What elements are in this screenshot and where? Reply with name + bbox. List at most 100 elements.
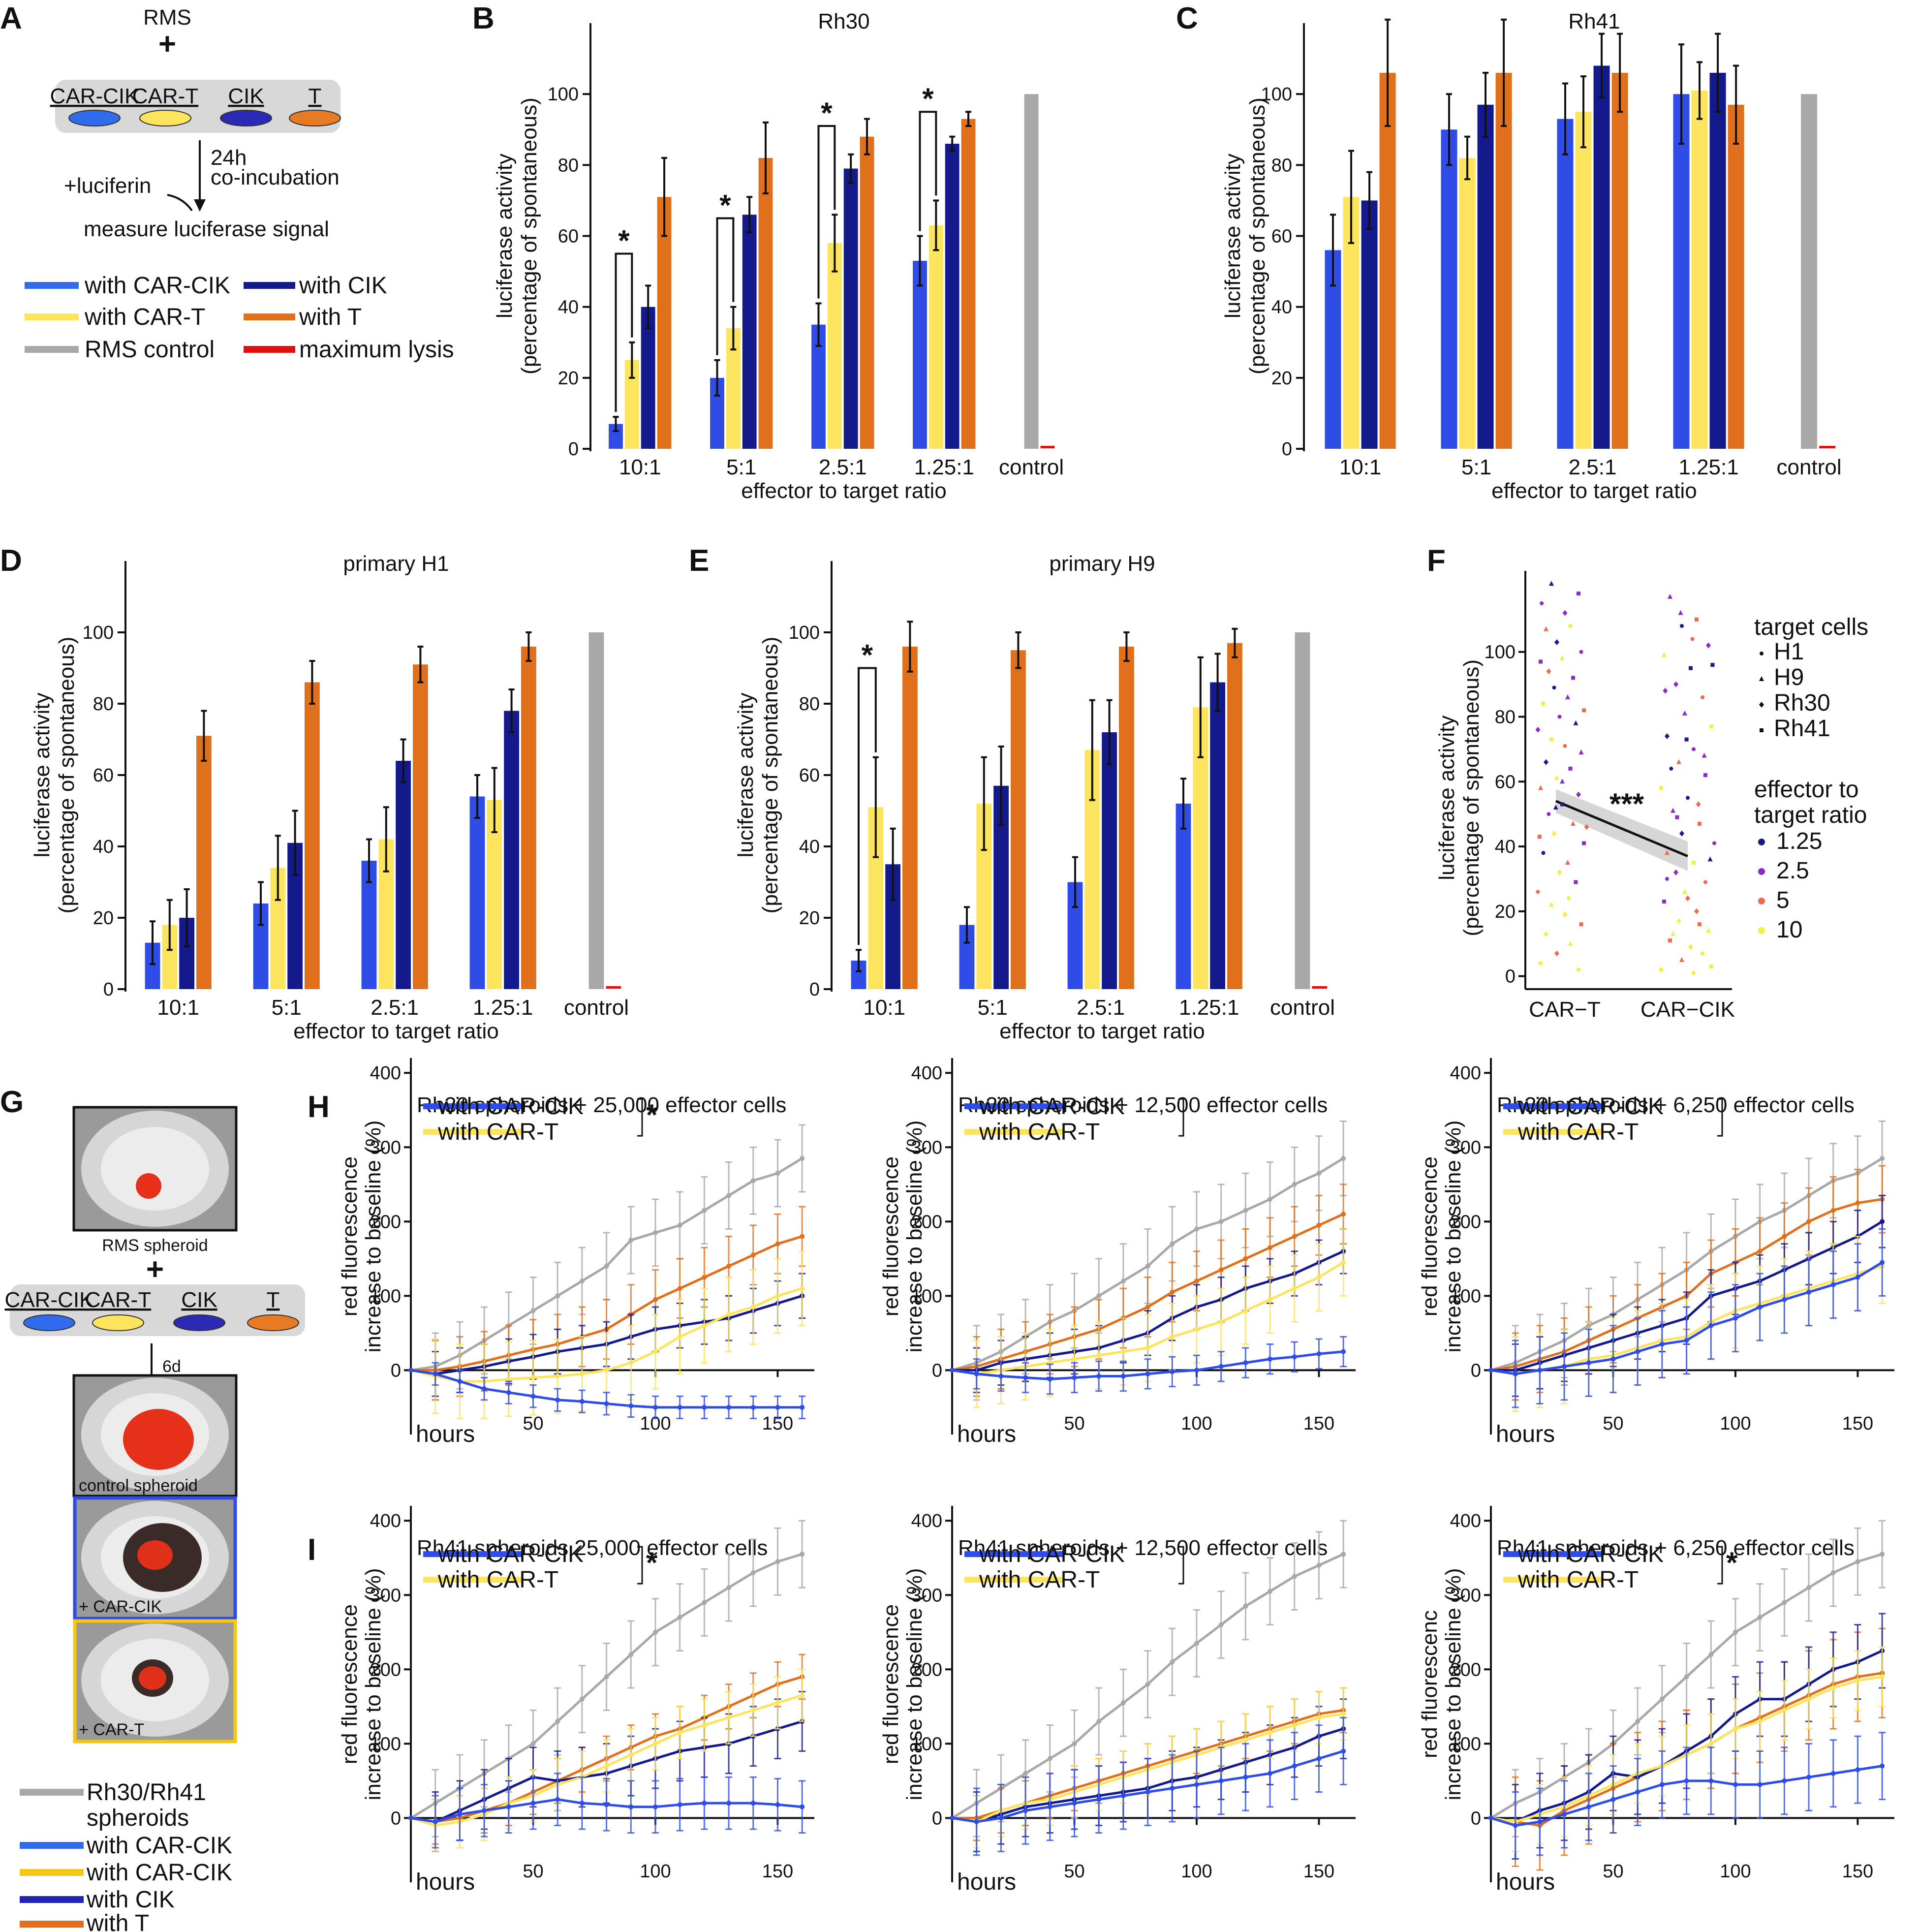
scatter-point [1671, 931, 1675, 936]
legend-max-lysis: maximum lysis [299, 337, 454, 363]
chart-title: primary H9 [1049, 552, 1155, 576]
scatter-point [1706, 642, 1711, 649]
scatter-point [1678, 610, 1683, 615]
series-point-cik [1880, 1219, 1885, 1224]
series-point-car_t [1194, 1327, 1199, 1332]
panel-a-label: A [0, 1, 22, 35]
x-axis-label: hours [957, 1421, 1016, 1447]
scatter-point [1673, 681, 1678, 687]
y-axis-label-line: red fluorescenc [1418, 1610, 1442, 1758]
series-point-control [1659, 1696, 1665, 1702]
y-tick-label: 0 [391, 1808, 401, 1829]
series-point-car_cik [800, 1404, 805, 1410]
series-point-car_t [1096, 1353, 1102, 1358]
series-point-car_cik [1194, 1368, 1199, 1373]
x-tick-label: CAR−T [1529, 997, 1600, 1022]
y-tick-label: 20 [799, 908, 820, 929]
series-point-car_t [1243, 1308, 1248, 1313]
bar-3 [1011, 650, 1026, 989]
series-point-t [1145, 1304, 1150, 1309]
legend-car-t: with CAR-T [979, 1119, 1100, 1145]
series-point-control [1218, 1219, 1224, 1224]
scatter-point [1579, 922, 1583, 927]
legend-car-cik: with CAR-CIK [979, 1541, 1125, 1567]
bar-2 [1102, 732, 1117, 989]
bar-0 [1441, 129, 1457, 449]
scatter-point [1706, 928, 1711, 933]
series-point-car_cik [530, 1801, 536, 1806]
legend-car-t: with CAR-T [1517, 1567, 1639, 1593]
scatter-point [1690, 637, 1695, 641]
series-point-car_cik [1806, 1775, 1812, 1780]
y-axis-label-line: luciferase activity [1221, 154, 1245, 318]
y-tick-label: 80 [93, 694, 114, 715]
series-point-car_t [652, 1349, 658, 1354]
spheroid-core-2 [139, 1666, 166, 1690]
scatter-point [1549, 581, 1554, 586]
series-point-control [604, 1674, 609, 1680]
series-point-car_cik [998, 1815, 1004, 1821]
x-tick-label: control [564, 996, 629, 1020]
series-point-car_t [1218, 1319, 1224, 1325]
scatter-point [1557, 715, 1562, 719]
series-point-car_cik [457, 1379, 463, 1384]
series-point-control [1047, 1756, 1052, 1761]
scatter-point [1665, 733, 1670, 740]
scatter-point [1662, 900, 1666, 904]
series-point-car_t [1170, 1334, 1175, 1340]
bar-2 [1593, 65, 1610, 449]
x-axis-label: hours [1496, 1869, 1555, 1895]
scatter-point [1568, 940, 1573, 946]
series-point-car_cik [1243, 1360, 1248, 1366]
dish-tray-g [10, 1284, 305, 1336]
series-point-car_cik [1855, 1275, 1860, 1280]
legend-ratio-3: 10 [1776, 917, 1802, 943]
series-point-car_cik [702, 1404, 707, 1410]
y-tick-label: 20 [1271, 368, 1292, 389]
series-point-car_cik [1537, 1368, 1543, 1373]
series-point-car_cik [1292, 1354, 1297, 1360]
series-point-car_cik [1757, 1304, 1763, 1309]
g-dish-label-car-t: CAR-T [85, 1288, 151, 1312]
bar-3 [1119, 647, 1134, 989]
y-tick-label: 400 [911, 1063, 942, 1084]
legend-car-t: with CAR-T [979, 1567, 1100, 1593]
y-tick-label: 60 [1271, 226, 1292, 247]
series-point-control [530, 1308, 536, 1313]
scatter-point [1759, 676, 1764, 681]
x-tick-label: 10:1 [1339, 455, 1382, 479]
series-point-t [652, 1297, 658, 1302]
series-point-control [1708, 1652, 1714, 1657]
series-point-car_cik [1120, 1793, 1126, 1799]
series-point-car_cik [506, 1804, 511, 1809]
car-cik-spheroid-label: + CAR-CIK [79, 1597, 162, 1616]
y-axis-label: red fluorescenceincrease to baseline (%) [879, 1568, 927, 1800]
significance-star: * [719, 188, 731, 221]
series-point-control [1268, 1196, 1273, 1202]
series-point-control [750, 1178, 756, 1184]
series-point-car_cik [750, 1801, 756, 1806]
series-point-t [1243, 1256, 1248, 1261]
series-point-car_t [1292, 1286, 1297, 1291]
y-tick-label: 400 [911, 1511, 942, 1531]
y-tick-label: 80 [558, 155, 579, 176]
series-point-control [628, 1652, 634, 1657]
panel-label-b: B [472, 1, 495, 35]
series-point-control [1732, 1629, 1738, 1635]
series-point-control [1316, 1562, 1322, 1568]
series-point-control [1194, 1641, 1199, 1646]
legend-significance: * [646, 1098, 658, 1131]
series-point-car_t [1880, 1674, 1885, 1680]
legend-significance: * [1726, 1546, 1738, 1579]
series-point-control [1855, 1559, 1860, 1564]
scatter-point [1671, 808, 1675, 813]
scatter-point [1577, 967, 1580, 972]
series-point-car_cik [677, 1404, 682, 1410]
g-legend-car-cik-2: with CAR-CIK [86, 1860, 232, 1886]
series-point-control [579, 1278, 585, 1284]
series-point-car_cik [408, 1815, 413, 1821]
series-point-control [702, 1208, 707, 1213]
bar-2 [742, 215, 757, 449]
series-point-control [555, 1293, 560, 1299]
